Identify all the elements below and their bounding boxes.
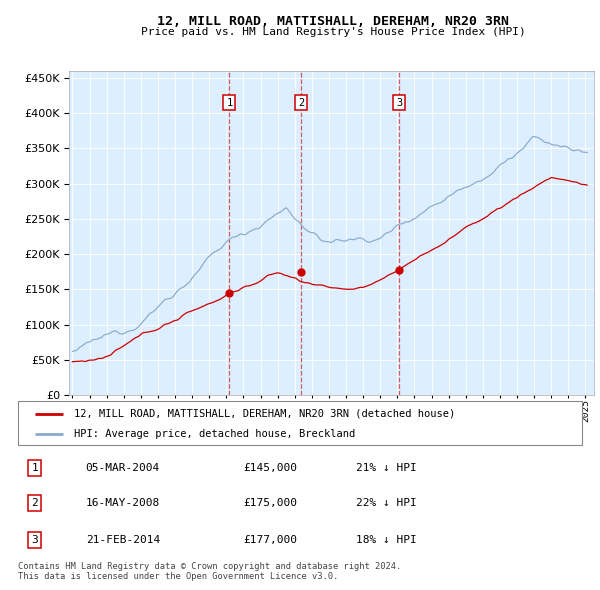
Text: 12, MILL ROAD, MATTISHALL, DEREHAM, NR20 3RN (detached house): 12, MILL ROAD, MATTISHALL, DEREHAM, NR20…: [74, 409, 455, 418]
Text: 12, MILL ROAD, MATTISHALL, DEREHAM, NR20 3RN: 12, MILL ROAD, MATTISHALL, DEREHAM, NR20…: [157, 15, 509, 28]
Text: £175,000: £175,000: [244, 498, 298, 508]
Text: This data is licensed under the Open Government Licence v3.0.: This data is licensed under the Open Gov…: [18, 572, 338, 581]
Text: 18% ↓ HPI: 18% ↓ HPI: [356, 535, 417, 545]
Text: 05-MAR-2004: 05-MAR-2004: [86, 463, 160, 473]
Text: 3: 3: [396, 97, 403, 107]
Text: 22% ↓ HPI: 22% ↓ HPI: [356, 498, 417, 508]
Text: 21% ↓ HPI: 21% ↓ HPI: [356, 463, 417, 473]
Text: 2: 2: [298, 97, 304, 107]
Text: Contains HM Land Registry data © Crown copyright and database right 2024.: Contains HM Land Registry data © Crown c…: [18, 562, 401, 571]
Text: 3: 3: [32, 535, 38, 545]
Text: £145,000: £145,000: [244, 463, 298, 473]
Text: 2: 2: [32, 498, 38, 508]
Text: 16-MAY-2008: 16-MAY-2008: [86, 498, 160, 508]
FancyBboxPatch shape: [18, 401, 582, 445]
Text: HPI: Average price, detached house, Breckland: HPI: Average price, detached house, Brec…: [74, 430, 356, 440]
Text: 1: 1: [32, 463, 38, 473]
Text: Price paid vs. HM Land Registry's House Price Index (HPI): Price paid vs. HM Land Registry's House …: [140, 27, 526, 37]
Text: 1: 1: [226, 97, 233, 107]
Text: 21-FEB-2014: 21-FEB-2014: [86, 535, 160, 545]
Text: £177,000: £177,000: [244, 535, 298, 545]
